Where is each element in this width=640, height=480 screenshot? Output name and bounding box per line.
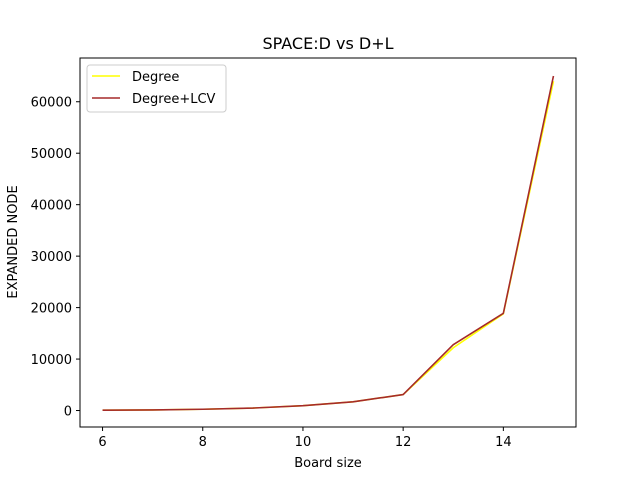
x-tick-label: 10 (295, 435, 312, 450)
y-tick-label: 40000 (31, 199, 72, 214)
y-axis-label: EXPANDED NODE (6, 185, 21, 298)
y-axis: 0 10000 20000 30000 40000 50000 60000 (31, 96, 80, 420)
chart-title: SPACE:D vs D+L (262, 34, 393, 53)
x-tick-label: 12 (395, 435, 412, 450)
legend-box (86, 64, 227, 113)
legend: Degree Degree+LCV (86, 64, 227, 113)
x-axis: 6 8 10 12 14 (98, 427, 512, 450)
y-tick-label: 60000 (31, 96, 72, 111)
y-tick-label: 0 (64, 405, 72, 420)
y-tick-label: 20000 (31, 302, 72, 317)
y-tick-label: 10000 (31, 353, 72, 368)
legend-label-1: Degree (132, 70, 179, 85)
y-tick-label: 50000 (31, 147, 72, 162)
x-tick-label: 8 (199, 435, 207, 450)
x-tick-label: 6 (98, 435, 106, 450)
series-lines (102, 75, 555, 411)
series-line-2 (102, 75, 555, 411)
x-tick-label: 14 (495, 435, 512, 450)
legend-label-2: Degree+LCV (132, 92, 216, 107)
y-tick-label: 30000 (31, 250, 72, 265)
plot-frame (79, 57, 577, 428)
x-axis-label: Board size (294, 456, 362, 471)
